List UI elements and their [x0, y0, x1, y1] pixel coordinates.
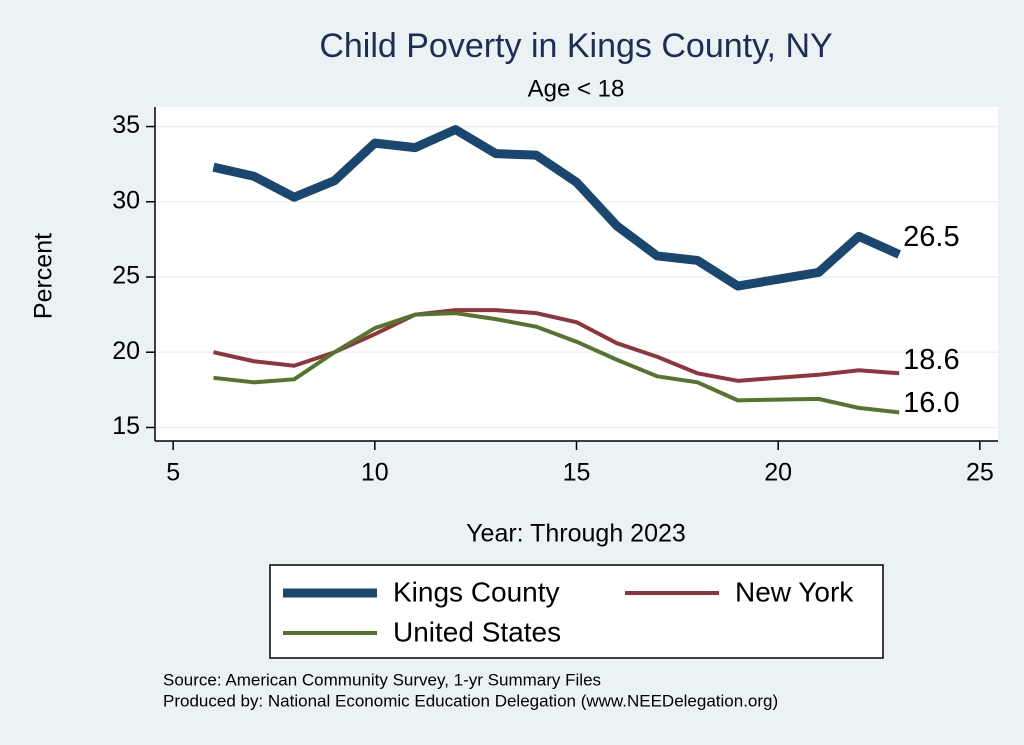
x-tick-label: 25 [966, 459, 994, 487]
x-tick-label: 15 [563, 459, 591, 487]
y-tick-label: 25 [112, 262, 140, 290]
source-note: Produced by: National Economic Education… [163, 691, 778, 710]
data-label: 18.6 [903, 344, 959, 376]
y-tick-label: 15 [112, 412, 140, 440]
plot-area [155, 107, 998, 441]
x-tick-label: 10 [361, 459, 389, 487]
y-tick-label: 30 [112, 186, 140, 214]
x-tick-label: 5 [166, 459, 180, 487]
legend [269, 564, 884, 659]
y-axis-label: Percent [30, 233, 58, 319]
y-tick-label: 35 [112, 111, 140, 139]
line-series [213, 311, 900, 415]
line-series [213, 308, 900, 383]
legend-label: New York [735, 576, 854, 607]
y-tick-label: 20 [112, 337, 140, 365]
x-axis-label: Year: Through 2023 [466, 520, 686, 548]
chart-title: Child Poverty in Kings County, NY [319, 27, 832, 65]
legend-label: Kings County [393, 576, 560, 607]
data-label: 16.0 [903, 387, 959, 419]
x-tick-label: 20 [764, 459, 792, 487]
source-note: Source: American Community Survey, 1-yr … [163, 670, 601, 689]
legend-label: United States [393, 616, 561, 647]
line-series [212, 125, 902, 291]
data-label: 26.5 [903, 221, 959, 253]
chart-subtitle: Age < 18 [528, 75, 625, 102]
